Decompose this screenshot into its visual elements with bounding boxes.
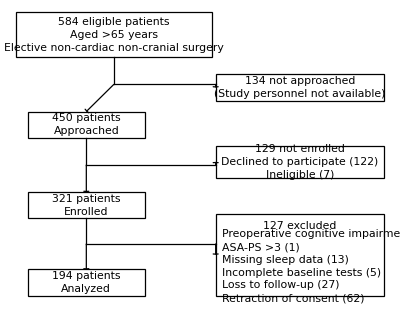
FancyBboxPatch shape	[16, 12, 212, 58]
Text: 321 patients
Enrolled: 321 patients Enrolled	[52, 194, 120, 217]
Text: 129 not enrolled
Declined to participate (122)
Ineligible (7): 129 not enrolled Declined to participate…	[221, 144, 378, 180]
FancyBboxPatch shape	[216, 214, 384, 296]
Text: 134 not approached
(Study personnel not available): 134 not approached (Study personnel not …	[214, 76, 386, 99]
Text: 194 patients
Analyzed: 194 patients Analyzed	[52, 271, 120, 294]
FancyBboxPatch shape	[28, 192, 145, 218]
FancyBboxPatch shape	[216, 74, 384, 101]
Text: 450 patients
Approached: 450 patients Approached	[52, 113, 121, 136]
Text: 584 eligible patients
Aged >65 years
Elective non-cardiac non-cranial surgery: 584 eligible patients Aged >65 years Ele…	[4, 17, 224, 53]
FancyBboxPatch shape	[28, 270, 145, 296]
Text: Preoperative cognitive impairment (19)
ASA-PS >3 (1)
Missing sleep data (13)
Inc: Preoperative cognitive impairment (19) A…	[222, 229, 400, 303]
FancyBboxPatch shape	[216, 146, 384, 178]
Text: 127 excluded: 127 excluded	[263, 222, 337, 232]
FancyBboxPatch shape	[28, 112, 145, 138]
